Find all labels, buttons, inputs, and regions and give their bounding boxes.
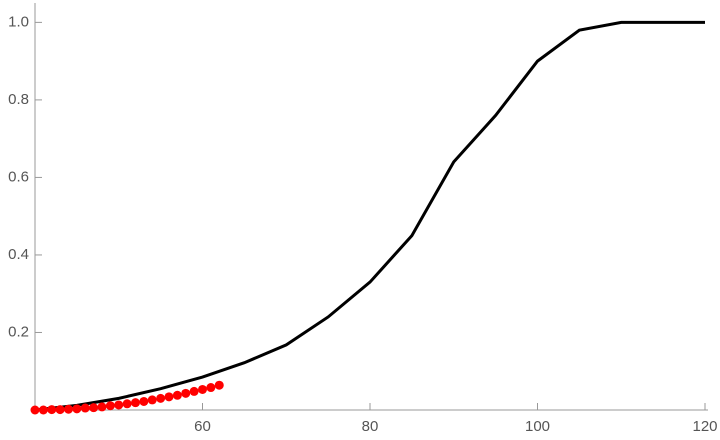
- y-tick-label: 0.6: [8, 168, 29, 185]
- point: [198, 384, 207, 394]
- point: [206, 383, 216, 393]
- x-tick-label: 60: [194, 418, 211, 435]
- point: [214, 380, 224, 390]
- point: [55, 405, 65, 415]
- point: [105, 401, 115, 411]
- point: [172, 390, 182, 400]
- y-tick-label: 1.0: [8, 13, 29, 30]
- curve: [34, 20, 705, 412]
- point: [89, 403, 99, 413]
- x-tick-label: 80: [362, 418, 379, 435]
- point: [38, 405, 48, 415]
- y-tick-label: 0.4: [8, 246, 29, 263]
- point: [30, 405, 40, 415]
- point: [189, 386, 199, 396]
- point: [131, 398, 140, 408]
- point: [47, 405, 57, 415]
- x-tick-label: 120: [692, 418, 717, 435]
- point: [97, 402, 107, 412]
- point: [164, 392, 174, 402]
- x-tick-label: 100: [525, 418, 550, 435]
- point: [64, 404, 73, 414]
- point: [114, 400, 124, 410]
- point: [72, 404, 82, 414]
- point: [147, 395, 157, 405]
- y-tick-label: 0.8: [8, 91, 29, 108]
- point: [181, 388, 191, 398]
- point: [156, 393, 166, 403]
- y-tick-label: 0.2: [8, 323, 29, 340]
- point: [122, 399, 132, 409]
- point: [80, 403, 90, 413]
- point: [139, 396, 149, 406]
